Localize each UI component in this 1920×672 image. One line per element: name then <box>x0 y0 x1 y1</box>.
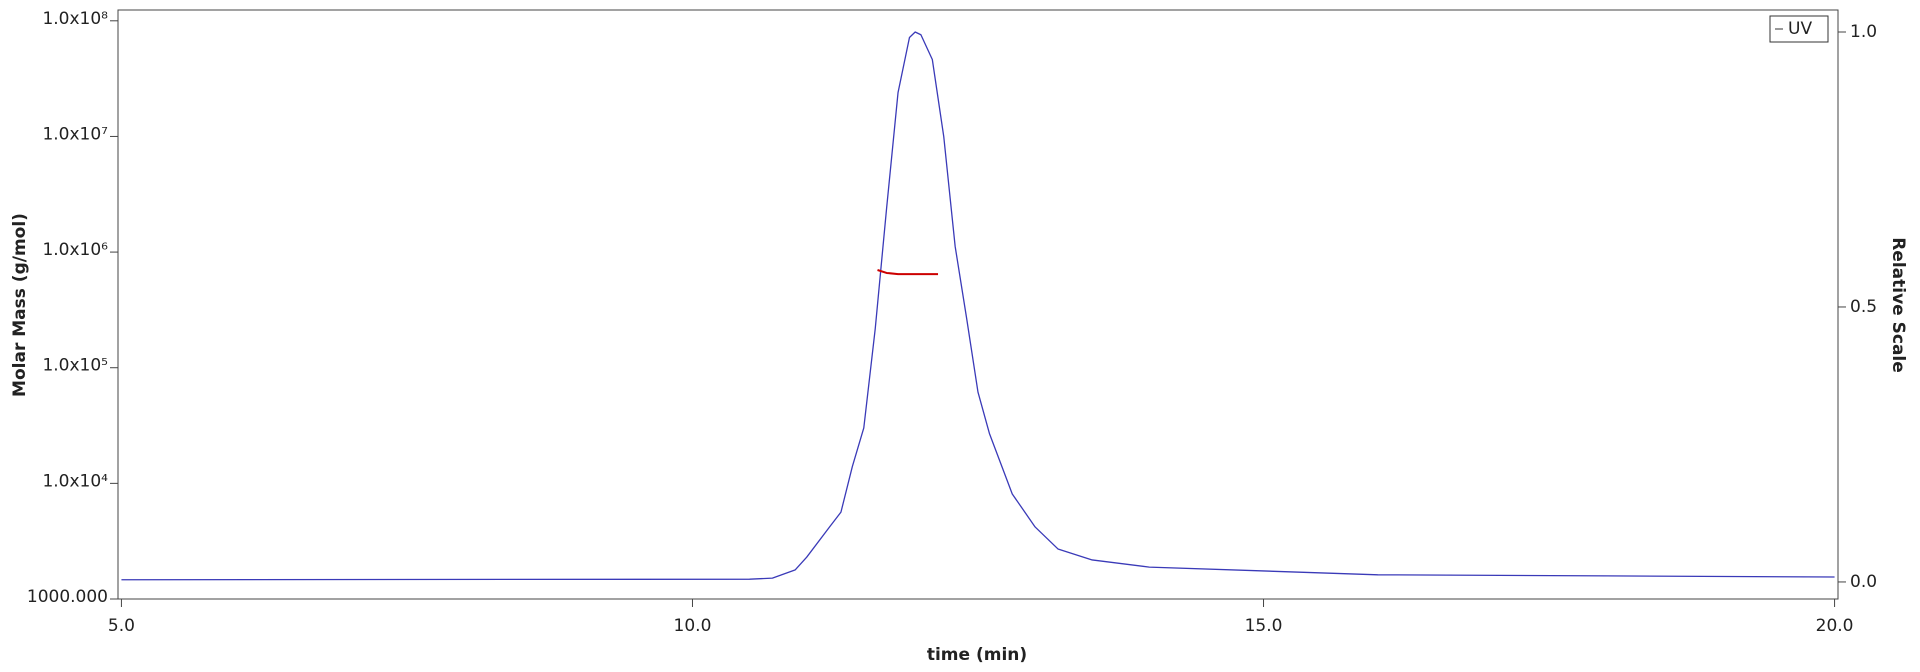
y-tick-label: 1.0x10⁵ <box>42 356 108 376</box>
plot-frame <box>117 9 1839 600</box>
y2-tick-label: 0.0 <box>1850 572 1877 592</box>
y-tick-label: 1.0x10⁴ <box>42 471 108 491</box>
y2-tick-label: 0.5 <box>1850 297 1877 317</box>
x-tick-label: 20.0 <box>1816 616 1854 636</box>
x-tick-label: 15.0 <box>1245 616 1283 636</box>
x-tick-label: 10.0 <box>674 616 712 636</box>
y-tick-label: 1.0x10⁶ <box>42 240 108 260</box>
y-axis-title: Molar Mass (g/mol) <box>10 213 30 397</box>
x-axis-title: time (min) <box>927 645 1027 665</box>
series-line <box>877 269 939 276</box>
series-line <box>121 31 1835 581</box>
y2-tick-label: 1.0 <box>1850 22 1877 42</box>
y-tick-label: 1.0x10⁸ <box>42 9 108 29</box>
x-tick-label: 5.0 <box>108 616 135 636</box>
legend-label: UV <box>1788 19 1812 39</box>
y-tick-label: 1.0x10⁷ <box>42 124 108 144</box>
y-tick-label: 1000.000 <box>27 587 108 607</box>
y2-axis-title: Relative Scale <box>1888 237 1908 373</box>
